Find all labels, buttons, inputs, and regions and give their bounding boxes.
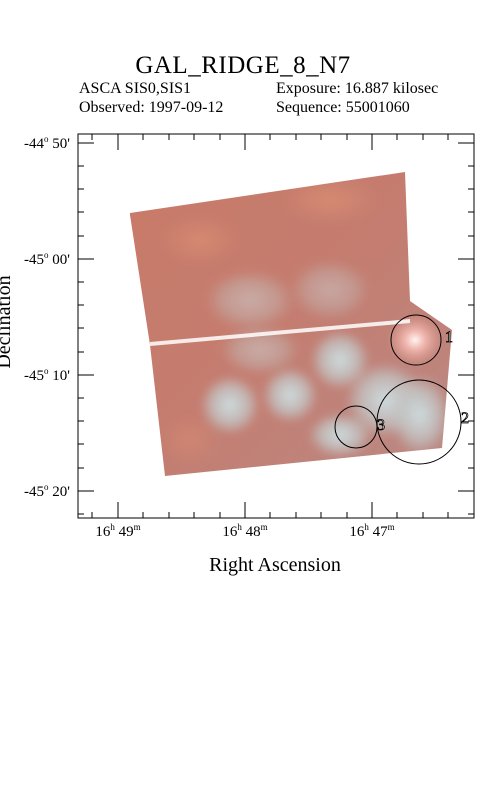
plot-frame (77, 133, 475, 519)
dec-label-1: -44o 50' (24, 134, 70, 152)
source-regions (334, 314, 462, 465)
ra-tick-labels: 16h 49m 16h 48m 16h 47m (95, 522, 394, 540)
ra-ticks (91, 134, 449, 518)
dec-label-3: -45o 10' (24, 366, 70, 384)
instrument-label: ASCA SIS0,SIS1 (79, 80, 192, 97)
dec-label-4: -45o 20' (24, 482, 70, 500)
ra-label-3: 16h 47m (349, 522, 394, 540)
source-label-3: 3 (377, 417, 385, 434)
exposure-label: Exposure: 16.887 kilosec (276, 80, 439, 97)
source-region-2 (376, 379, 462, 465)
dec-label-2: -45o 00' (24, 250, 70, 268)
source-labels: 1 2 3 (377, 329, 470, 435)
source-label-2: 2 (461, 410, 469, 427)
y-axis-label: Declination (0, 275, 15, 369)
observed-label: Observed: 1997-09-12 (79, 99, 224, 116)
xray-image (130, 172, 452, 476)
ra-label-2: 16h 48m (222, 522, 267, 540)
dec-ticks (78, 142, 474, 515)
x-axis-label: Right Ascension (209, 554, 341, 576)
sequence-label: Sequence: 55001060 (276, 99, 410, 116)
ra-label-1: 16h 49m (95, 522, 140, 540)
source-region-3 (334, 405, 378, 449)
plot-title: GAL_RIDGE_8_N7 (135, 52, 351, 79)
dec-tick-labels: -44o 50' -45o 00' -45o 10' -45o 20' (24, 134, 70, 500)
source-label-1: 1 (445, 329, 453, 346)
source-region-1 (390, 314, 442, 366)
